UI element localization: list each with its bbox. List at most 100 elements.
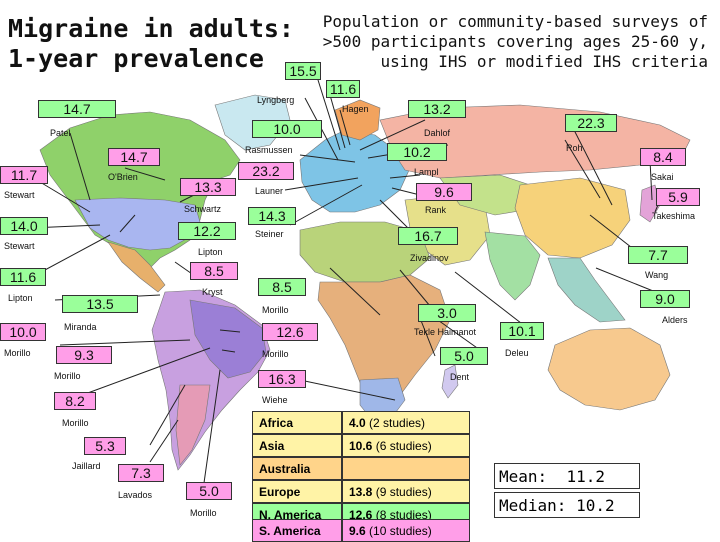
region-value-south-america: 9.6 (10 studies) xyxy=(342,519,470,542)
median-label: Median: xyxy=(499,496,567,515)
landmass-australia xyxy=(547,327,671,411)
median-summary: Median: 10.2 xyxy=(494,492,640,518)
region-name-asia: Asia xyxy=(252,434,342,457)
landmass-scandinavia xyxy=(334,99,381,141)
study-label: Deleu xyxy=(505,348,529,358)
region-prevalence: 13.8 xyxy=(349,485,373,499)
value-box: 23.2 xyxy=(238,162,294,180)
region-name-europe: Europe xyxy=(252,480,342,503)
value-box: 5.9 xyxy=(656,188,700,206)
study-label: Morillo xyxy=(262,349,289,359)
value-box: 9.6 xyxy=(416,183,472,201)
mean-summary: Mean: 11.2 xyxy=(494,463,640,489)
region-value-asia: 10.6 (6 studies) xyxy=(342,434,470,457)
map-subtitle: Population or community-based surveys of… xyxy=(322,12,708,71)
region-prevalence: 9.6 xyxy=(349,524,366,538)
study-label: Steiner xyxy=(255,229,284,239)
mean-value: 11.2 xyxy=(566,467,605,486)
value-box: 13.2 xyxy=(408,100,466,118)
landmass-japan xyxy=(639,184,661,223)
value-box: 14.0 xyxy=(0,217,48,235)
study-label: Launer xyxy=(255,186,284,196)
study-label: Stewart xyxy=(4,241,35,251)
region-name-australia: Australia xyxy=(252,457,342,480)
mean-label: Mean: xyxy=(499,467,548,486)
value-box: 8.5 xyxy=(190,262,238,280)
region-name-south-america: S. America xyxy=(252,519,342,542)
study-label: Lampl xyxy=(414,167,439,177)
value-box: 10.2 xyxy=(387,143,447,161)
study-label: Wiehe xyxy=(262,395,288,405)
region-studies: (9 studies) xyxy=(375,485,432,499)
study-label: Lipton xyxy=(198,247,223,257)
value-box: 10.0 xyxy=(0,323,46,341)
value-box: 12.6 xyxy=(262,323,318,341)
region-studies: (2 studies) xyxy=(369,416,426,430)
study-label: Morillo xyxy=(4,348,31,358)
study-label: Lavados xyxy=(118,490,153,500)
region-value-africa: 4.0 (2 studies) xyxy=(342,411,470,434)
value-box: 12.2 xyxy=(178,222,236,240)
value-box: 9.3 xyxy=(56,346,112,364)
landmass-argentina xyxy=(175,384,211,466)
value-box: 7.3 xyxy=(118,464,164,482)
value-box: 22.3 xyxy=(565,114,617,132)
value-box: 13.3 xyxy=(180,178,236,196)
landmass-madagascar xyxy=(441,364,459,399)
region-prevalence: 4.0 xyxy=(349,416,366,430)
study-label: Rasmussen xyxy=(245,145,293,155)
study-label: Dent xyxy=(450,372,470,382)
region-prevalence: 12.6 xyxy=(349,508,373,522)
study-label: O'Brien xyxy=(108,172,138,182)
region-value-australia xyxy=(342,457,470,480)
study-label: Rank xyxy=(425,205,447,215)
value-box: 8.2 xyxy=(54,392,96,410)
study-label: Dahlof xyxy=(424,128,451,138)
study-label: Wang xyxy=(645,270,669,280)
map-title: Migraine in adults: 1-year prevalence xyxy=(8,14,294,73)
value-box: 8.4 xyxy=(640,148,686,166)
study-label: Morillo xyxy=(190,508,217,518)
landmass-india xyxy=(484,231,541,301)
value-box: 5.0 xyxy=(440,347,488,365)
value-box: 7.7 xyxy=(628,246,688,264)
value-box: 5.3 xyxy=(84,437,126,455)
value-box: 3.0 xyxy=(418,304,476,322)
study-label: Morillo xyxy=(54,371,81,381)
value-box: 16.7 xyxy=(398,227,458,245)
study-label: Sakai xyxy=(651,172,674,182)
value-box: 14.7 xyxy=(108,148,160,166)
landmass-se-asia xyxy=(547,257,626,323)
value-box: 14.3 xyxy=(248,207,296,225)
study-label: Zivadinov xyxy=(410,253,449,263)
study-label: Kryst xyxy=(202,287,223,297)
study-label: Schwartz xyxy=(184,204,222,214)
landmass-china xyxy=(514,177,631,259)
leader-lines xyxy=(29,79,669,491)
study-label: Hagen xyxy=(342,104,369,114)
study-label: Lyngberg xyxy=(257,95,295,105)
value-box: 10.1 xyxy=(500,322,544,340)
value-box: 13.5 xyxy=(62,295,138,313)
value-box: 15.5 xyxy=(285,62,321,80)
study-label: Tekle Haimanot xyxy=(414,327,477,337)
value-box: 11.6 xyxy=(0,268,46,286)
region-studies: (10 studies) xyxy=(369,524,432,538)
study-label: Morillo xyxy=(262,305,289,315)
study-label: Lipton xyxy=(8,293,33,303)
study-label: Stewart xyxy=(4,190,35,200)
value-box: 5.0 xyxy=(186,482,232,500)
study-label: Takeshima xyxy=(652,211,696,221)
region-studies: (8 studies) xyxy=(375,508,432,522)
study-label: Roh xyxy=(566,143,583,153)
landmass-brazil xyxy=(189,299,267,379)
value-box: 14.7 xyxy=(38,100,116,118)
study-label: Patel xyxy=(50,128,71,138)
value-box: 8.5 xyxy=(258,278,306,296)
region-studies: (6 studies) xyxy=(375,439,432,453)
value-box: 16.3 xyxy=(258,370,306,388)
median-value: 10.2 xyxy=(576,496,615,515)
study-label: Morillo xyxy=(62,418,89,428)
region-name-africa: Africa xyxy=(252,411,342,434)
study-label: Jaillard xyxy=(72,461,101,471)
